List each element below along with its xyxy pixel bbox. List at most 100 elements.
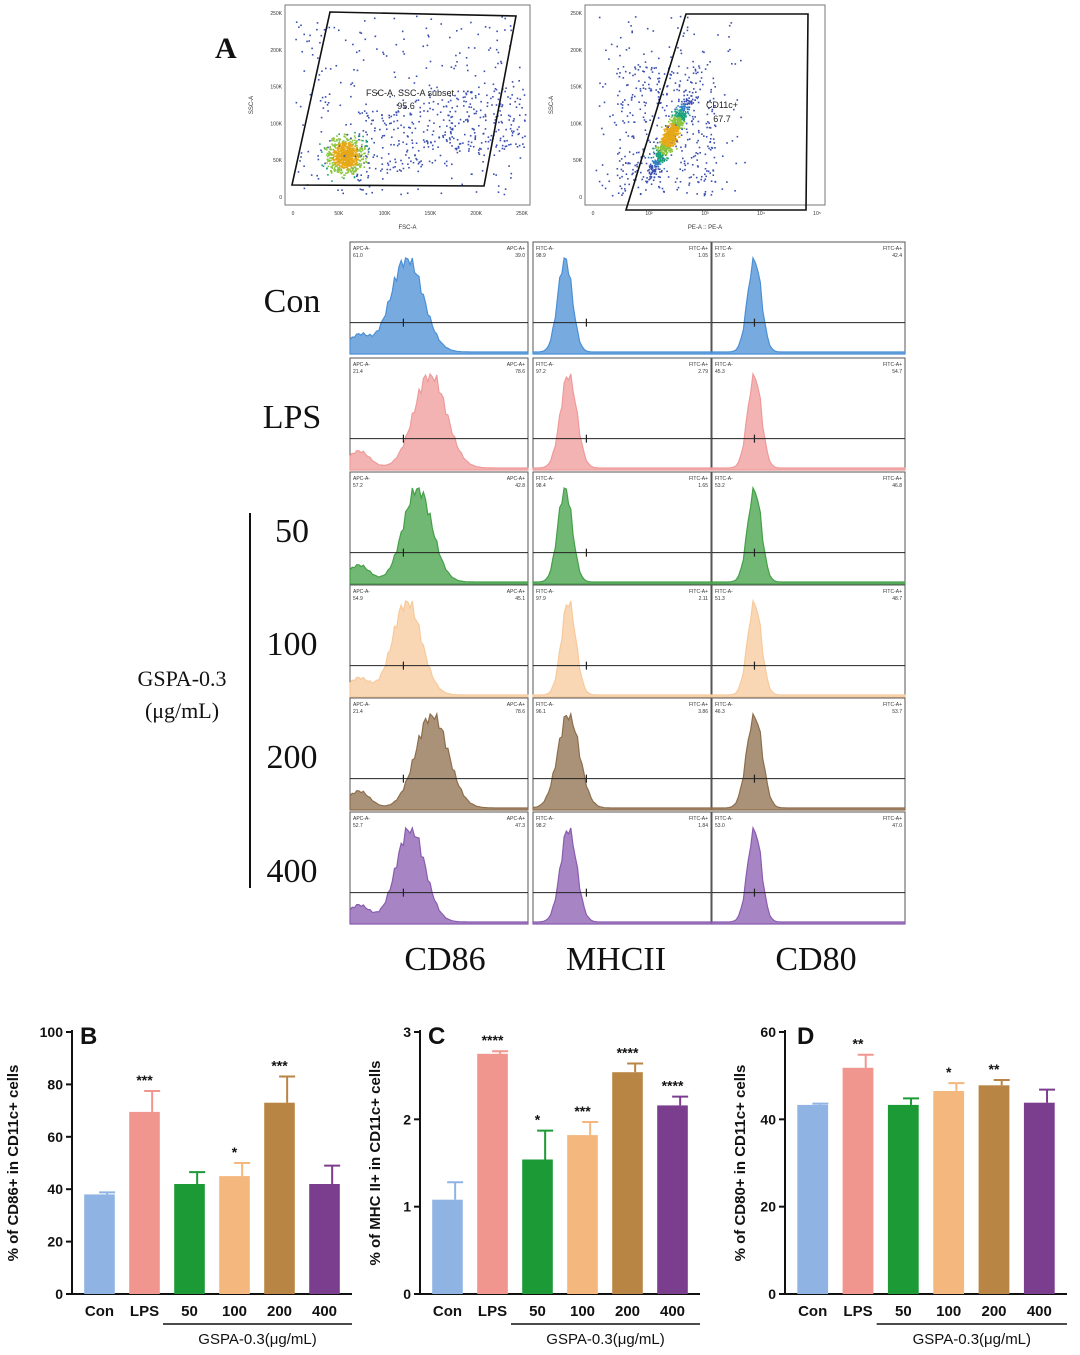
scatter1-event-dot (345, 147, 347, 149)
scatter2-event-dot (670, 74, 672, 76)
scatter2-event-dot (665, 132, 668, 135)
scatter1-event-dot (352, 153, 355, 155)
scatter1-event-dot (351, 150, 353, 153)
scatter1-event-dot (395, 111, 398, 114)
scatter1-event-dot (352, 143, 354, 145)
scatter1-event-dot (497, 129, 500, 131)
scatter1-event-dot (321, 151, 323, 153)
scatter2-event-dot (688, 106, 691, 108)
scatter2-event-dot (671, 122, 674, 124)
bar-lps (129, 1111, 160, 1294)
scatter2-event-dot (677, 122, 680, 124)
scatter2-event-dot (666, 93, 668, 96)
scatter2-event-dot (648, 171, 651, 174)
scatter1-event-dot (467, 120, 469, 123)
scatter2-event-dot (672, 123, 674, 125)
scatter1-event-dot (479, 116, 482, 119)
scatter1-event-dot (396, 119, 399, 122)
scatter2-event-dot (685, 116, 687, 118)
scatter1-event-dot (335, 161, 337, 163)
scatter2-ytick: 0 (579, 195, 582, 201)
scatter2-event-dot (707, 145, 709, 148)
gate-pos-name: FITC-A+ (883, 362, 902, 368)
gate-pos-name: FITC-A+ (883, 476, 902, 482)
x-tick-label: 400 (1027, 1303, 1052, 1320)
scatter2-ytick: 150K (570, 85, 582, 91)
scatter2-event-dot (713, 112, 716, 115)
scatter2-event-dot (659, 88, 661, 90)
scatter1-event-dot (502, 135, 505, 138)
scatter1-event-dot (415, 157, 417, 160)
scatter1-event-dot (501, 104, 504, 106)
scatter1-event-dot (368, 162, 370, 164)
scatter2-event-dot (628, 47, 631, 49)
scatter2-event-dot (617, 94, 619, 97)
scatter1-event-dot (353, 135, 356, 137)
scatter1-event-dot (352, 164, 354, 167)
scatter1-event-dot (336, 164, 338, 167)
scatter2-event-dot (680, 146, 682, 149)
scatter1-event-dot (451, 177, 453, 180)
scatter1-event-dot (351, 147, 354, 149)
scatter2-event-dot (681, 124, 684, 127)
scatter1-event-dot (340, 150, 343, 153)
scatter2-event-dot (709, 138, 712, 140)
scatter2-event-dot (699, 80, 701, 83)
scatter1-event-dot (365, 145, 367, 147)
scatter1-event-dot (508, 119, 510, 121)
scatter1-event-dot (352, 158, 354, 160)
scatter2-event-dot (624, 188, 626, 190)
scatter2-event-dot (663, 139, 666, 141)
scatter2-event-dot (620, 158, 623, 160)
scatter1-event-dot (403, 126, 405, 129)
scatter1-event-dot (441, 99, 444, 101)
scatter1-panel (284, 4, 531, 206)
scatter1-event-dot (390, 143, 392, 146)
scatter1-event-dot (359, 155, 361, 157)
scatter2-event-dot (618, 90, 621, 93)
scatter2-event-dot (712, 77, 715, 80)
scatter1-event-dot (365, 161, 368, 164)
gate-pos-name: FITC-A+ (689, 246, 708, 252)
scatter2-event-dot (620, 168, 623, 171)
scatter2-event-dot (665, 139, 667, 141)
scatter1-event-dot (325, 154, 328, 156)
scatter1-event-dot (345, 134, 347, 136)
gate-neg-name: FITC-A- (536, 816, 554, 822)
scatter2-event-dot (666, 138, 668, 140)
scatter1-event-dot (333, 161, 335, 164)
scatter1-event-dot (498, 150, 501, 152)
scatter2-event-dot (630, 25, 632, 27)
scatter1-event-dot (467, 119, 469, 122)
scatter2-event-dot (667, 130, 670, 133)
scatter1-event-dot (324, 101, 327, 103)
scatter2-event-dot (652, 156, 655, 159)
scatter1-event-dot (343, 155, 346, 157)
scatter2-event-dot (679, 168, 681, 170)
scatter2-event-dot (680, 161, 682, 164)
scatter2-event-dot (688, 97, 690, 99)
scatter1-event-dot (349, 159, 352, 162)
scatter1-event-dot (340, 153, 342, 156)
scatter1-event-dot (333, 26, 336, 29)
scatter1-event-dot (519, 98, 521, 101)
y-tick-label: 20 (47, 1234, 63, 1250)
scatter1-event-dot (414, 101, 417, 103)
scatter1-event-dot (419, 115, 422, 118)
scatter1-event-dot (344, 141, 347, 143)
scatter1-event-dot (329, 68, 332, 70)
scatter1-event-dot (498, 121, 500, 124)
scatter1-event-dot (469, 135, 472, 137)
row-label-50: 50 (275, 513, 309, 550)
scatter1-event-dot (334, 140, 336, 142)
scatter1-event-dot (509, 115, 512, 118)
scatter2-event-dot (601, 127, 603, 130)
scatter1-event-dot (339, 165, 341, 168)
scatter2-event-dot (657, 154, 660, 157)
scatter2-event-dot (675, 106, 678, 109)
scatter1-event-dot (354, 153, 357, 156)
scatter1-event-dot (351, 82, 354, 84)
scatter1-event-dot (320, 116, 323, 119)
x-tick-label: Con (798, 1303, 827, 1320)
scatter1-event-dot (341, 171, 344, 174)
